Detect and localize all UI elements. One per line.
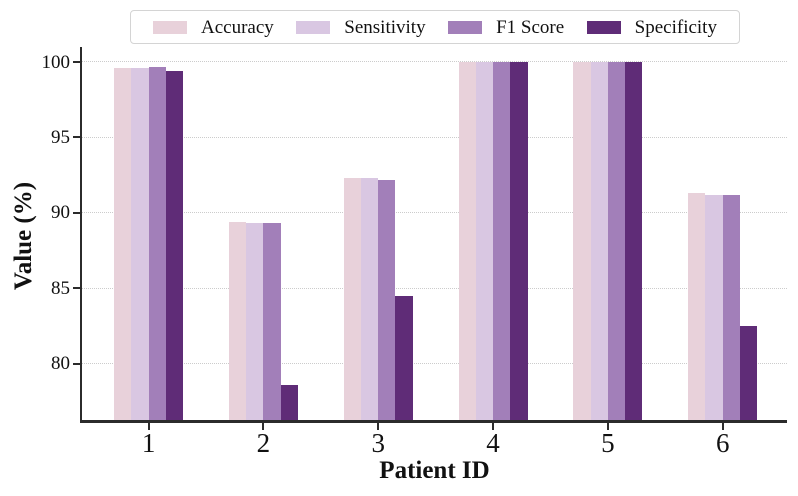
bar-accuracy-patient-1	[114, 68, 132, 421]
legend-swatch-icon	[296, 20, 331, 34]
bar-specificity-patient-2	[280, 384, 298, 421]
bar-sensitivity-patient-5	[590, 62, 608, 421]
bar-f1-score-patient-3	[378, 179, 396, 421]
x-axis-spine	[79, 420, 787, 423]
y-tick-mark	[73, 362, 80, 365]
legend-item-sensitivity: Sensitivity	[296, 16, 426, 38]
gridline	[82, 287, 787, 289]
x-tick-mark	[147, 422, 150, 430]
bar-specificity-patient-1	[165, 71, 184, 421]
y-axis-spine	[79, 47, 82, 421]
x-tick-label: 4	[486, 428, 500, 458]
x-tick-label: 5	[601, 428, 615, 458]
gridline	[82, 136, 787, 138]
bar-specificity-patient-3	[395, 295, 413, 421]
legend-label: F1 Score	[496, 16, 565, 38]
bar-sensitivity-patient-4	[475, 62, 494, 421]
x-tick-mark	[606, 422, 609, 430]
x-tick-mark	[492, 422, 495, 430]
y-tick-label: 80	[51, 353, 70, 375]
y-tick-label: 85	[51, 277, 70, 299]
gridline	[82, 362, 787, 364]
legend-item-f1-score: F1 Score	[448, 18, 564, 37]
bar-specificity-patient-6	[739, 326, 758, 421]
bar-specificity-patient-4	[510, 62, 528, 421]
bar-sensitivity-patient-6	[705, 194, 723, 421]
y-tick-label: 100	[41, 51, 71, 73]
legend-item-specificity: Specificity	[586, 16, 717, 38]
bar-accuracy-patient-4	[458, 62, 476, 421]
x-tick-label: 6	[715, 428, 730, 458]
x-tick-mark	[262, 422, 265, 430]
bar-sensitivity-patient-1	[131, 68, 149, 421]
bar-accuracy-patient-6	[688, 193, 706, 421]
y-tick-mark	[73, 211, 80, 214]
gridline	[82, 61, 787, 63]
gridline	[82, 212, 787, 214]
x-tick-mark	[377, 422, 380, 430]
bar-accuracy-patient-2	[228, 221, 247, 421]
bar-f1-score-patient-6	[722, 194, 740, 421]
y-tick-mark	[73, 61, 80, 64]
plot-area	[82, 47, 787, 421]
x-tick-label: 3	[371, 428, 385, 458]
bar-sensitivity-patient-2	[246, 223, 264, 421]
y-axis-title: Value (%)	[10, 181, 37, 291]
bar-f1-score-patient-2	[263, 223, 281, 421]
x-tick-label: 2	[256, 428, 271, 458]
legend-item-accuracy: Accuracy	[153, 18, 274, 37]
x-axis-title: Patient ID	[379, 457, 490, 484]
bar-accuracy-patient-5	[573, 62, 591, 421]
legend-swatch-icon	[448, 20, 483, 34]
legend-label: Specificity	[634, 16, 717, 38]
legend: Accuracy Sensitivity F1 Score Specificity	[130, 10, 740, 44]
bar-specificity-patient-5	[625, 62, 643, 421]
bar-sensitivity-patient-3	[361, 178, 379, 421]
bar-accuracy-patient-3	[343, 178, 361, 421]
bar-f1-score-patient-1	[148, 66, 166, 421]
bar-f1-score-patient-4	[493, 62, 511, 421]
legend-swatch-icon	[586, 20, 621, 34]
x-tick-mark	[721, 422, 724, 430]
legend-label: Sensitivity	[344, 16, 426, 38]
legend-label: Accuracy	[201, 16, 274, 38]
bar-f1-score-patient-5	[607, 62, 626, 421]
y-tick-label: 95	[51, 126, 70, 148]
legend-swatch-icon	[153, 20, 187, 34]
y-tick-mark	[73, 136, 80, 139]
x-tick-label: 1	[141, 428, 156, 458]
y-tick-label: 90	[51, 202, 70, 224]
y-tick-mark	[73, 287, 80, 290]
